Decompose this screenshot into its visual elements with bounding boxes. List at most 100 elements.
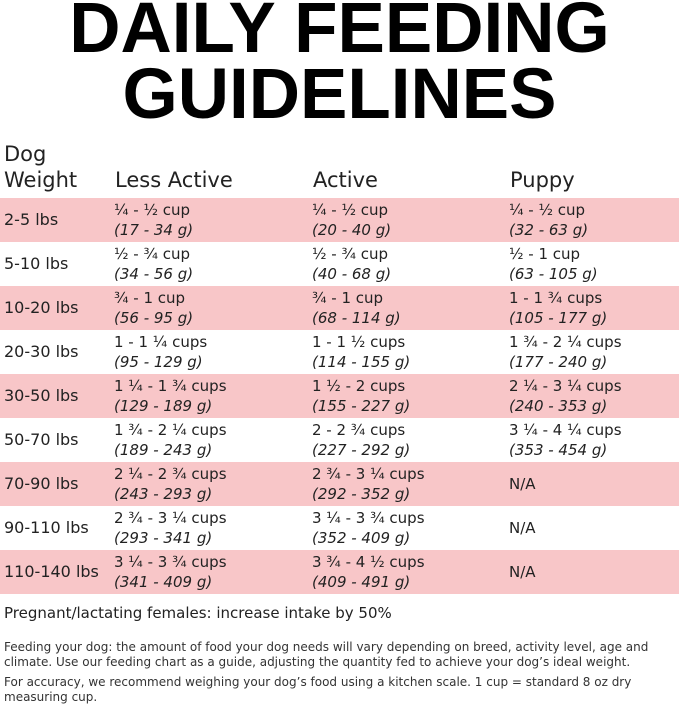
less-cell: 1 ¾ - 2 ¼ cups (189 - 243 g) <box>114 418 312 462</box>
puppy-cell: ½ - 1 cup (63 - 105 g) <box>509 242 679 286</box>
weight-cell: 110-140 lbs <box>0 550 114 594</box>
table-row: 70-90 lbs 2 ¼ - 2 ¾ cups (243 - 293 g) 2 ¾ … <box>0 462 679 506</box>
active-cell: 2 - 2 ¾ cups (227 - 292 g) <box>312 418 509 462</box>
less-cups: 1 ¼ - 1 ¾ cups <box>114 377 227 395</box>
header-puppy: Puppy <box>510 168 575 192</box>
active-grams: (292 - 352 g) <box>312 485 411 503</box>
weight-cell: 5-10 lbs <box>4 254 69 273</box>
active-cups: 2 ¾ - 3 ¼ cups <box>312 465 425 483</box>
header-active: Active <box>313 168 378 192</box>
puppy-grams: (32 - 63 g) <box>509 221 589 239</box>
puppy-cell: 1 - 1 ¾ cups (105 - 177 g) <box>509 286 679 330</box>
active-cell: 1 - 1 ½ cups (114 - 155 g) <box>312 330 509 374</box>
less-cups: 2 ¼ - 2 ¾ cups <box>114 465 227 483</box>
less-grams: (341 - 409 g) <box>114 573 213 591</box>
puppy-cell: 3 ¼ - 4 ¼ cups (353 - 454 g) <box>509 418 679 462</box>
active-cell: 3 ¼ - 3 ¾ cups (352 - 409 g) <box>312 506 509 550</box>
puppy-cups: 1 ¾ - 2 ¼ cups <box>509 333 622 351</box>
puppy-grams: (240 - 353 g) <box>509 397 608 415</box>
less-cell: 2 ¾ - 3 ¼ cups (293 - 341 g) <box>114 506 312 550</box>
less-grams: (189 - 243 g) <box>114 441 213 459</box>
puppy-grams: (353 - 454 g) <box>509 441 608 459</box>
puppy-cups: 2 ¼ - 3 ¼ cups <box>509 377 622 395</box>
weight-cell: 90-110 lbs <box>4 518 89 537</box>
active-cell: ¼ - ½ cup (20 - 40 g) <box>312 198 509 242</box>
table-row: 20-30 lbs 1 - 1 ¼ cups (95 - 129 g) 1 - 1 ½… <box>0 330 679 374</box>
puppy-cell: N/A <box>509 506 679 550</box>
active-grams: (114 - 155 g) <box>312 353 411 371</box>
active-cell: ¾ - 1 cup (68 - 114 g) <box>312 286 509 330</box>
less-cups: ¾ - 1 cup <box>114 289 186 307</box>
active-cups: ¾ - 1 cup <box>312 289 384 307</box>
header-weight: Weight <box>4 168 78 192</box>
feeding-table: 2-5 lbs ¼ - ½ cup (17 - 34 g) ¼ - ½ cup (20… <box>0 198 679 594</box>
less-cell: ¼ - ½ cup (17 - 34 g) <box>114 198 312 242</box>
feeding-note: Feeding your dog: the amount of food you… <box>4 640 649 669</box>
active-grams: (227 - 292 g) <box>312 441 411 459</box>
less-cell: 1 - 1 ¼ cups (95 - 129 g) <box>114 330 312 374</box>
active-grams: (352 - 409 g) <box>312 529 411 547</box>
weight-cell: 2-5 lbs <box>0 198 114 242</box>
active-cups: 3 ¼ - 3 ¾ cups <box>312 509 425 527</box>
puppy-cups: N/A <box>509 563 536 581</box>
puppy-cell: 1 ¾ - 2 ¼ cups (177 - 240 g) <box>509 330 679 374</box>
active-cups: ½ - ¾ cup <box>312 245 389 263</box>
less-cups: ½ - ¾ cup <box>114 245 191 263</box>
less-cups: 3 ¼ - 3 ¾ cups <box>114 553 227 571</box>
active-grams: (20 - 40 g) <box>312 221 392 239</box>
active-cups: 2 - 2 ¾ cups <box>312 421 406 439</box>
weight-cell: 10-20 lbs <box>0 286 114 330</box>
puppy-cell: N/A <box>509 550 679 594</box>
puppy-cups: 3 ¼ - 4 ¼ cups <box>509 421 622 439</box>
active-cups: 1 - 1 ½ cups <box>312 333 406 351</box>
less-grams: (293 - 341 g) <box>114 529 213 547</box>
less-cell: ½ - ¾ cup (34 - 56 g) <box>114 242 312 286</box>
puppy-cell: ¼ - ½ cup (32 - 63 g) <box>509 198 679 242</box>
title-line-1: DAILY FEEDING <box>69 0 610 68</box>
active-cell: ½ - ¾ cup (40 - 68 g) <box>312 242 509 286</box>
active-cell: 3 ¾ - 4 ½ cups (409 - 491 g) <box>312 550 509 594</box>
puppy-grams: (105 - 177 g) <box>509 309 608 327</box>
active-cell: 1 ½ - 2 cups (155 - 227 g) <box>312 374 509 418</box>
less-cell: ¾ - 1 cup (56 - 95 g) <box>114 286 312 330</box>
less-grams: (243 - 293 g) <box>114 485 213 503</box>
table-row: 10-20 lbs ¾ - 1 cup (56 - 95 g) ¾ - 1 cup (6… <box>0 286 679 330</box>
puppy-cups: N/A <box>509 475 536 493</box>
weight-cell: 30-50 lbs <box>0 374 114 418</box>
header-dog: Dog <box>4 142 47 166</box>
puppy-cell: 2 ¼ - 3 ¼ cups (240 - 353 g) <box>509 374 679 418</box>
puppy-cups: ¼ - ½ cup <box>509 201 586 219</box>
puppy-cups: N/A <box>509 519 536 537</box>
weight-cell: 50-70 lbs <box>4 430 79 449</box>
less-grams: (56 - 95 g) <box>114 309 194 327</box>
less-cell: 3 ¼ - 3 ¾ cups (341 - 409 g) <box>114 550 312 594</box>
puppy-cups: 1 - 1 ¾ cups <box>509 289 603 307</box>
active-grams: (68 - 114 g) <box>312 309 401 327</box>
pregnant-note: Pregnant/lactating females: increase int… <box>4 604 392 622</box>
table-row: 2-5 lbs ¼ - ½ cup (17 - 34 g) ¼ - ½ cup (20… <box>0 198 679 242</box>
table-row: 110-140 lbs 3 ¼ - 3 ¾ cups (341 - 409 g) 3 … <box>0 550 679 594</box>
less-cups: ¼ - ½ cup <box>114 201 191 219</box>
active-grams: (409 - 491 g) <box>312 573 411 591</box>
less-grams: (95 - 129 g) <box>114 353 203 371</box>
puppy-grams: (177 - 240 g) <box>509 353 608 371</box>
table-row: 90-110 lbs 2 ¾ - 3 ¼ cups (293 - 341 g) 3 ¼… <box>0 506 679 550</box>
accuracy-note: For accuracy, we recommend weighing your… <box>4 675 632 704</box>
active-cups: 1 ½ - 2 cups <box>312 377 406 395</box>
table-row: 30-50 lbs 1 ¼ - 1 ¾ cups (129 - 189 g) 1 ½ … <box>0 374 679 418</box>
active-cell: 2 ¾ - 3 ¼ cups (292 - 352 g) <box>312 462 509 506</box>
less-grams: (34 - 56 g) <box>114 265 194 283</box>
less-cell: 2 ¼ - 2 ¾ cups (243 - 293 g) <box>114 462 312 506</box>
weight-cell: 20-30 lbs <box>4 342 79 361</box>
less-grams: (17 - 34 g) <box>114 221 194 239</box>
weight-cell: 70-90 lbs <box>0 462 114 506</box>
less-cups: 1 - 1 ¼ cups <box>114 333 208 351</box>
table-row: 50-70 lbs 1 ¾ - 2 ¼ cups (189 - 243 g) 2 - … <box>0 418 679 462</box>
active-cups: ¼ - ½ cup <box>312 201 389 219</box>
less-grams: (129 - 189 g) <box>114 397 213 415</box>
puppy-cell: N/A <box>509 462 679 506</box>
puppy-cups: ½ - 1 cup <box>509 245 581 263</box>
less-cups: 2 ¾ - 3 ¼ cups <box>114 509 227 527</box>
active-grams: (155 - 227 g) <box>312 397 411 415</box>
